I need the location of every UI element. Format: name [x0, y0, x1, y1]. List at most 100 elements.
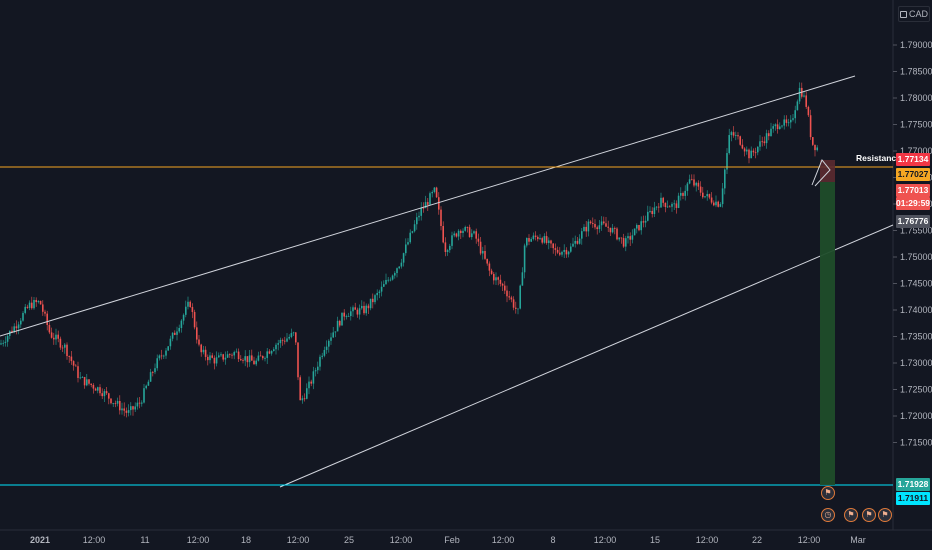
- candle-body: [246, 356, 249, 363]
- candle-body: [284, 340, 286, 342]
- candle-body: [537, 236, 539, 240]
- candle-body: [625, 238, 627, 247]
- candle-body: [2, 342, 4, 344]
- price-tick-label: 1.75500: [900, 226, 932, 236]
- candle-body: [444, 242, 447, 252]
- candle-body: [116, 400, 119, 404]
- candle-body: [466, 227, 469, 228]
- candle-body: [369, 298, 372, 309]
- time-axis[interactable]: 2021 12:00 11 12:00 18 12:00 25 12:00 Feb 12:00 8 1…: [30, 535, 866, 545]
- channel-upper-line[interactable]: [0, 75, 856, 337]
- time-tick-label: 11: [140, 535, 149, 545]
- time-tick-label: 15: [650, 535, 660, 545]
- candle-body: [468, 227, 471, 238]
- candle-body: [356, 309, 359, 315]
- price-tick-label: 1.72000: [900, 411, 932, 421]
- candle-body: [563, 249, 565, 252]
- candle-body: [413, 224, 416, 232]
- candle-body: [776, 124, 779, 130]
- candle-body: [130, 406, 132, 411]
- flag-icon[interactable]: ⚑: [878, 508, 892, 522]
- candle-body: [431, 191, 433, 194]
- candle-body: [497, 277, 499, 280]
- candle-body: [682, 193, 684, 196]
- candle-body: [35, 299, 37, 303]
- candle-body: [332, 332, 334, 338]
- candle-body: [567, 251, 570, 255]
- candle-body: [473, 231, 475, 234]
- candle-body: [275, 344, 277, 350]
- price-axis[interactable]: 11.790001.785001.780001.775001.770001.76…: [893, 10, 932, 448]
- candle-body: [319, 356, 321, 367]
- candle-body: [50, 332, 53, 338]
- clock-icon[interactable]: ◷: [821, 508, 835, 522]
- currency-badge[interactable]: CAD: [898, 6, 930, 22]
- candle-body: [402, 253, 405, 263]
- candle-body: [171, 332, 174, 339]
- candle-body: [380, 286, 383, 292]
- candle-body: [743, 148, 746, 152]
- candle-body: [248, 355, 251, 363]
- candle-body: [396, 268, 398, 274]
- candle-body: [510, 297, 513, 300]
- candle-body: [334, 331, 337, 333]
- candle-body: [761, 141, 763, 143]
- candle-body: [343, 312, 345, 317]
- candle-body: [28, 302, 31, 308]
- time-tick-label: 25: [344, 535, 354, 545]
- candle-body: [717, 201, 719, 207]
- channel-lower-line[interactable]: [279, 224, 894, 488]
- candle-body: [752, 150, 755, 153]
- candle-body: [638, 224, 640, 231]
- take-profit-zone[interactable]: [820, 182, 835, 485]
- flag-icon[interactable]: ⚑: [821, 486, 835, 500]
- candle-body: [231, 354, 233, 356]
- flag-icon[interactable]: ⚑: [862, 508, 876, 522]
- candle-body: [449, 245, 451, 251]
- candle-body: [94, 388, 97, 391]
- candle-body: [328, 340, 330, 347]
- candle-body: [695, 182, 697, 186]
- candle-body: [4, 341, 7, 343]
- candle-body: [26, 306, 29, 308]
- candle-body: [182, 314, 185, 321]
- candle-body: [288, 336, 290, 339]
- candle-body: [244, 356, 246, 361]
- candle-body: [550, 240, 552, 244]
- candle-body: [556, 249, 559, 253]
- candle-body: [68, 356, 70, 357]
- time-tick-label: Feb: [444, 535, 460, 545]
- flag-icon[interactable]: ⚑: [844, 508, 858, 522]
- candle-body: [565, 249, 568, 255]
- candle-body: [103, 391, 106, 397]
- candle-body: [706, 194, 708, 197]
- candle-body: [490, 270, 493, 274]
- candle-body: [387, 279, 389, 281]
- candle-body: [61, 347, 64, 349]
- candle-body: [783, 119, 785, 126]
- candle-body: [400, 262, 403, 267]
- candle-body: [64, 344, 66, 348]
- candle-body: [545, 236, 548, 244]
- candle-body: [145, 385, 147, 389]
- candle-body: [541, 238, 543, 243]
- candle-body: [552, 243, 554, 249]
- candle-body: [306, 388, 308, 399]
- candle-body: [732, 132, 735, 136]
- candle-body: [636, 224, 638, 229]
- candle-body: [570, 246, 572, 252]
- candle-body: [55, 334, 57, 340]
- candle-body: [108, 393, 110, 399]
- candle-body: [574, 240, 576, 244]
- candle-body: [504, 285, 506, 291]
- candle-body: [699, 186, 702, 193]
- triangle-pattern[interactable]: [811, 159, 831, 187]
- candle-body: [721, 188, 724, 205]
- candle-body: [97, 387, 99, 391]
- candle-body: [240, 359, 242, 361]
- candle-body: [605, 223, 607, 227]
- time-tick-label: 12:00: [83, 535, 106, 545]
- candle-body: [325, 346, 328, 350]
- support-cyan-price-tag: 1.71911: [896, 492, 930, 505]
